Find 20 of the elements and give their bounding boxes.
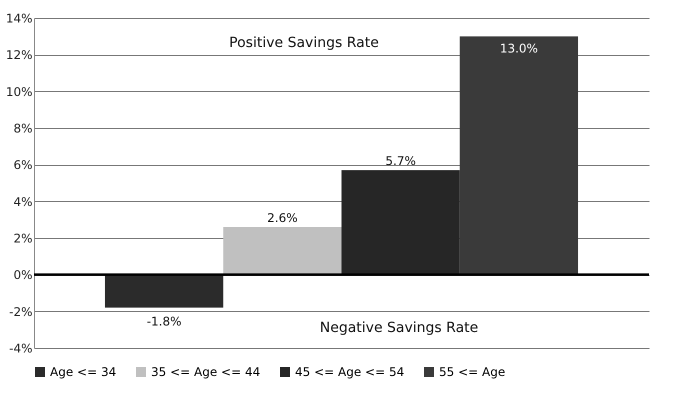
legend-label: 35 <= Age <= 44 [151, 365, 260, 379]
data-label: 13.0% [500, 41, 538, 56]
y-tick-label: -2% [9, 304, 32, 319]
annotation: Positive Savings Rate [229, 35, 379, 51]
y-tick-label: 0% [13, 268, 32, 282]
data-label: -1.8% [146, 314, 182, 329]
y-tick-label: 4% [13, 194, 32, 209]
y-tick-label: 12% [6, 48, 32, 62]
annotation: Negative Savings Rate [320, 320, 478, 336]
legend-label: 55 <= Age [439, 365, 506, 379]
y-tick-label: 14% [6, 12, 32, 26]
data-label: 5.7% [385, 154, 416, 168]
y-tick-label: 8% [13, 122, 32, 136]
y-tick-label: 2% [13, 232, 32, 246]
y-tick-label: 10% [6, 84, 32, 99]
legend-label: Age <= 34 [50, 365, 116, 379]
y-tick-label: 6% [13, 158, 32, 172]
y-tick-label: -4% [9, 342, 32, 356]
legend-label: 45 <= Age <= 54 [295, 365, 404, 379]
data-label: 2.6% [267, 211, 298, 225]
